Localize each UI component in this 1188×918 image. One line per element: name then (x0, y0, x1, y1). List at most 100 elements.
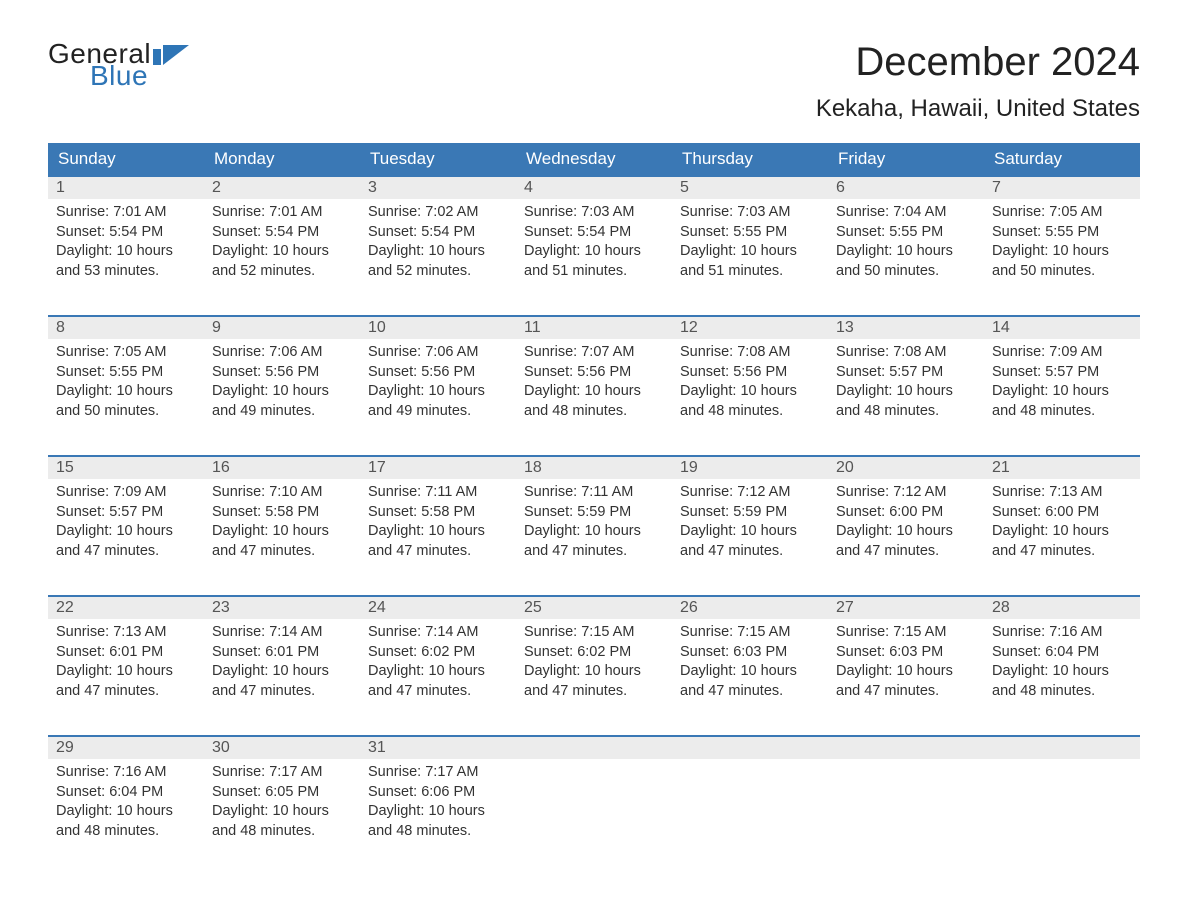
daylight-line-1: Daylight: 10 hours (368, 242, 508, 262)
daylight-line-2: and 47 minutes. (368, 682, 508, 702)
day-number: 11 (524, 319, 541, 336)
day-number: 21 (992, 459, 1010, 476)
sunset-line: Sunset: 6:03 PM (680, 643, 820, 663)
daylight-line-1: Daylight: 10 hours (992, 382, 1132, 402)
day-details: Sunrise: 7:10 AMSunset: 5:58 PMDaylight:… (204, 479, 360, 569)
sunset-line: Sunset: 5:56 PM (212, 363, 352, 383)
calendar-cell: 23Sunrise: 7:14 AMSunset: 6:01 PMDayligh… (204, 597, 360, 717)
calendar-cell: 24Sunrise: 7:14 AMSunset: 6:02 PMDayligh… (360, 597, 516, 717)
calendar-cell: 19Sunrise: 7:12 AMSunset: 5:59 PMDayligh… (672, 457, 828, 577)
daylight-line-1: Daylight: 10 hours (680, 662, 820, 682)
calendar-cell: 7Sunrise: 7:05 AMSunset: 5:55 PMDaylight… (984, 177, 1140, 297)
daylight-line-2: and 50 minutes. (836, 262, 976, 282)
day-number-row: 6 (828, 177, 984, 199)
day-number: 4 (524, 179, 533, 196)
daylight-line-1: Daylight: 10 hours (212, 242, 352, 262)
sunset-line: Sunset: 5:54 PM (368, 223, 508, 243)
daylight-line-2: and 48 minutes. (680, 402, 820, 422)
day-header-thu: Thursday (672, 143, 828, 175)
day-number: 9 (212, 319, 221, 336)
sunrise-line: Sunrise: 7:14 AM (212, 623, 352, 643)
day-number-row: 9 (204, 317, 360, 339)
day-number: 7 (992, 179, 1001, 196)
day-number-row: 30 (204, 737, 360, 759)
sunrise-line: Sunrise: 7:06 AM (212, 343, 352, 363)
day-number: 14 (992, 319, 1010, 336)
day-details (984, 759, 1140, 839)
day-number-row: 22 (48, 597, 204, 619)
daylight-line-1: Daylight: 10 hours (680, 382, 820, 402)
day-details: Sunrise: 7:12 AMSunset: 5:59 PMDaylight:… (672, 479, 828, 569)
day-number-row: 13 (828, 317, 984, 339)
sunrise-line: Sunrise: 7:12 AM (680, 483, 820, 503)
daylight-line-2: and 48 minutes. (836, 402, 976, 422)
calendar-cell: 3Sunrise: 7:02 AMSunset: 5:54 PMDaylight… (360, 177, 516, 297)
sunrise-line: Sunrise: 7:16 AM (56, 763, 196, 783)
day-number: 1 (56, 179, 65, 196)
day-number (524, 739, 528, 756)
sunrise-line: Sunrise: 7:15 AM (836, 623, 976, 643)
daylight-line-2: and 49 minutes. (368, 402, 508, 422)
daylight-line-1: Daylight: 10 hours (524, 382, 664, 402)
daylight-line-2: and 47 minutes. (992, 542, 1132, 562)
daylight-line-2: and 52 minutes. (212, 262, 352, 282)
day-number-row: 16 (204, 457, 360, 479)
calendar-cell: 10Sunrise: 7:06 AMSunset: 5:56 PMDayligh… (360, 317, 516, 437)
daylight-line-2: and 52 minutes. (368, 262, 508, 282)
daylight-line-1: Daylight: 10 hours (836, 382, 976, 402)
calendar-cell: 18Sunrise: 7:11 AMSunset: 5:59 PMDayligh… (516, 457, 672, 577)
daylight-line-2: and 48 minutes. (992, 682, 1132, 702)
sunset-line: Sunset: 6:02 PM (524, 643, 664, 663)
calendar-cell: 20Sunrise: 7:12 AMSunset: 6:00 PMDayligh… (828, 457, 984, 577)
day-number-row: 3 (360, 177, 516, 199)
day-header-sat: Saturday (984, 143, 1140, 175)
day-number: 23 (212, 599, 230, 616)
sunset-line: Sunset: 5:56 PM (368, 363, 508, 383)
calendar-cell: 21Sunrise: 7:13 AMSunset: 6:00 PMDayligh… (984, 457, 1140, 577)
day-number-row: 2 (204, 177, 360, 199)
day-number-row (984, 737, 1140, 759)
sunset-line: Sunset: 6:03 PM (836, 643, 976, 663)
sunrise-line: Sunrise: 7:12 AM (836, 483, 976, 503)
sunset-line: Sunset: 5:55 PM (680, 223, 820, 243)
day-number (836, 739, 840, 756)
day-number: 2 (212, 179, 221, 196)
sunrise-line: Sunrise: 7:17 AM (212, 763, 352, 783)
day-number: 16 (212, 459, 230, 476)
calendar-week: 22Sunrise: 7:13 AMSunset: 6:01 PMDayligh… (48, 595, 1140, 717)
day-details: Sunrise: 7:17 AMSunset: 6:05 PMDaylight:… (204, 759, 360, 849)
sunrise-line: Sunrise: 7:09 AM (992, 343, 1132, 363)
day-details: Sunrise: 7:08 AMSunset: 5:56 PMDaylight:… (672, 339, 828, 429)
sunset-line: Sunset: 5:56 PM (680, 363, 820, 383)
day-details: Sunrise: 7:05 AMSunset: 5:55 PMDaylight:… (48, 339, 204, 429)
daylight-line-1: Daylight: 10 hours (212, 802, 352, 822)
sunset-line: Sunset: 6:04 PM (56, 783, 196, 803)
daylight-line-1: Daylight: 10 hours (680, 522, 820, 542)
day-number-row: 21 (984, 457, 1140, 479)
day-number-row: 31 (360, 737, 516, 759)
sunset-line: Sunset: 6:05 PM (212, 783, 352, 803)
sunrise-line: Sunrise: 7:06 AM (368, 343, 508, 363)
calendar-cell (828, 737, 984, 857)
daylight-line-1: Daylight: 10 hours (836, 522, 976, 542)
daylight-line-2: and 47 minutes. (56, 682, 196, 702)
day-number-row: 12 (672, 317, 828, 339)
daylight-line-1: Daylight: 10 hours (524, 662, 664, 682)
sunset-line: Sunset: 5:57 PM (56, 503, 196, 523)
day-details: Sunrise: 7:15 AMSunset: 6:03 PMDaylight:… (828, 619, 984, 709)
sunrise-line: Sunrise: 7:11 AM (368, 483, 508, 503)
day-number: 28 (992, 599, 1010, 616)
day-number-row: 26 (672, 597, 828, 619)
calendar-cell: 2Sunrise: 7:01 AMSunset: 5:54 PMDaylight… (204, 177, 360, 297)
daylight-line-2: and 47 minutes. (524, 682, 664, 702)
day-number-row: 8 (48, 317, 204, 339)
daylight-line-2: and 47 minutes. (680, 682, 820, 702)
day-number: 26 (680, 599, 698, 616)
day-number-row: 10 (360, 317, 516, 339)
day-details: Sunrise: 7:03 AMSunset: 5:55 PMDaylight:… (672, 199, 828, 289)
title-block: December 2024 Kekaha, Hawaii, United Sta… (816, 40, 1140, 135)
sunset-line: Sunset: 5:59 PM (524, 503, 664, 523)
daylight-line-2: and 47 minutes. (212, 682, 352, 702)
day-number-row (516, 737, 672, 759)
sunrise-line: Sunrise: 7:13 AM (56, 623, 196, 643)
